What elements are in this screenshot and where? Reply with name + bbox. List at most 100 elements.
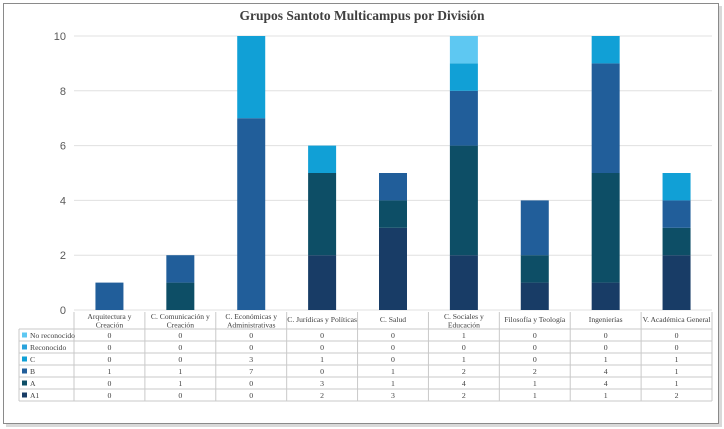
category-label: Ingenierías — [589, 315, 623, 324]
category-label: Administrativas — [227, 321, 276, 330]
bar-segment — [237, 36, 266, 119]
data-label: 0 — [320, 343, 324, 352]
data-label: 1 — [675, 355, 679, 364]
y-tick-label: 4 — [60, 195, 66, 207]
category-label: C. Económicas y — [225, 312, 277, 321]
data-label: 2 — [462, 367, 466, 376]
data-label: 0 — [675, 343, 679, 352]
data-label: 0 — [675, 331, 679, 340]
series-label: C — [30, 355, 35, 364]
data-label: 0 — [178, 331, 182, 340]
y-tick-label: 10 — [54, 31, 66, 43]
data-label: 0 — [178, 355, 182, 364]
series-label: A — [30, 379, 36, 388]
data-label: 0 — [107, 355, 111, 364]
bar-segment — [520, 200, 549, 256]
legend-key — [22, 356, 27, 362]
bar-segment — [166, 282, 195, 310]
y-tick-label: 8 — [60, 86, 66, 98]
category-label: V. Académica General — [643, 315, 711, 324]
data-label: 0 — [391, 355, 395, 364]
data-label: 4 — [604, 367, 608, 376]
bar-segment — [308, 255, 337, 310]
category-label: C. Salud — [380, 315, 406, 324]
series-label: No reconocido — [30, 331, 75, 340]
bar-segment — [308, 173, 337, 256]
category-label: Arquitectura y — [87, 312, 131, 321]
data-label: 0 — [604, 331, 608, 340]
data-label: 0 — [320, 367, 324, 376]
series-label: B — [30, 367, 35, 376]
category-label: Educación — [448, 321, 480, 330]
bar-segment — [662, 200, 691, 228]
legend-key — [22, 380, 27, 386]
data-label: 7 — [249, 367, 253, 376]
data-label: 0 — [178, 391, 182, 400]
bar-segment — [449, 63, 478, 91]
bar-segment — [591, 282, 620, 310]
data-label: 1 — [675, 367, 679, 376]
data-label: 3 — [249, 355, 253, 364]
legend-key — [22, 368, 27, 374]
data-label: 2 — [320, 391, 324, 400]
bar-segment — [379, 173, 407, 201]
series-label: Reconocido — [30, 343, 66, 352]
data-label: 4 — [462, 379, 466, 388]
legend-key — [22, 332, 27, 338]
category-label: C. Sociales y — [444, 312, 484, 321]
data-label: 0 — [249, 331, 253, 340]
y-tick-label: 6 — [60, 141, 66, 153]
data-label: 2 — [533, 367, 537, 376]
data-label: 0 — [249, 379, 253, 388]
data-label: 3 — [320, 379, 324, 388]
bar-segment — [662, 227, 691, 256]
data-label: 0 — [178, 343, 182, 352]
bar-segment — [591, 173, 620, 283]
data-label: 0 — [107, 331, 111, 340]
data-label: 1 — [675, 379, 679, 388]
data-label: 0 — [462, 343, 466, 352]
data-label: 0 — [107, 343, 111, 352]
legend-key — [22, 344, 27, 350]
data-label: 0 — [604, 343, 608, 352]
data-label: 4 — [604, 379, 608, 388]
y-tick-label: 0 — [60, 305, 66, 317]
data-label: 2 — [675, 391, 679, 400]
category-label: Filosofía y Teología — [504, 315, 566, 324]
data-label: 0 — [533, 343, 537, 352]
bar-segment — [237, 118, 266, 310]
data-label: 1 — [462, 355, 466, 364]
bar-segment — [379, 227, 407, 310]
bar-segment — [520, 255, 549, 283]
category-label: Creación — [96, 321, 124, 330]
bar-segment — [662, 173, 691, 201]
y-tick-label: 2 — [60, 250, 66, 262]
data-label: 0 — [391, 331, 395, 340]
data-label: 0 — [320, 331, 324, 340]
bar-segment — [449, 145, 478, 256]
chart-title: Grupos Santoto Multicampus por División — [239, 8, 485, 23]
legend-key — [22, 392, 27, 398]
bar-segment — [166, 255, 195, 283]
data-label: 1 — [604, 355, 608, 364]
data-label: 0 — [533, 355, 537, 364]
data-label: 2 — [462, 391, 466, 400]
bar-segment — [591, 63, 620, 173]
data-label: 3 — [391, 391, 395, 400]
data-label: 1 — [533, 391, 537, 400]
data-label: 0 — [249, 343, 253, 352]
data-label: 1 — [462, 331, 466, 340]
bar-segment — [591, 36, 620, 64]
data-label: 0 — [391, 343, 395, 352]
data-label: 1 — [391, 379, 395, 388]
bar-segment — [449, 36, 478, 64]
bar-segment — [520, 282, 549, 310]
data-label: 1 — [533, 379, 537, 388]
bar-segment — [95, 282, 124, 310]
bar-segment — [308, 145, 337, 173]
bar-segment — [449, 90, 478, 146]
series-label: A1 — [30, 391, 39, 400]
category-label: C. Comunicación y — [151, 312, 210, 321]
category-label: Creación — [167, 321, 195, 330]
